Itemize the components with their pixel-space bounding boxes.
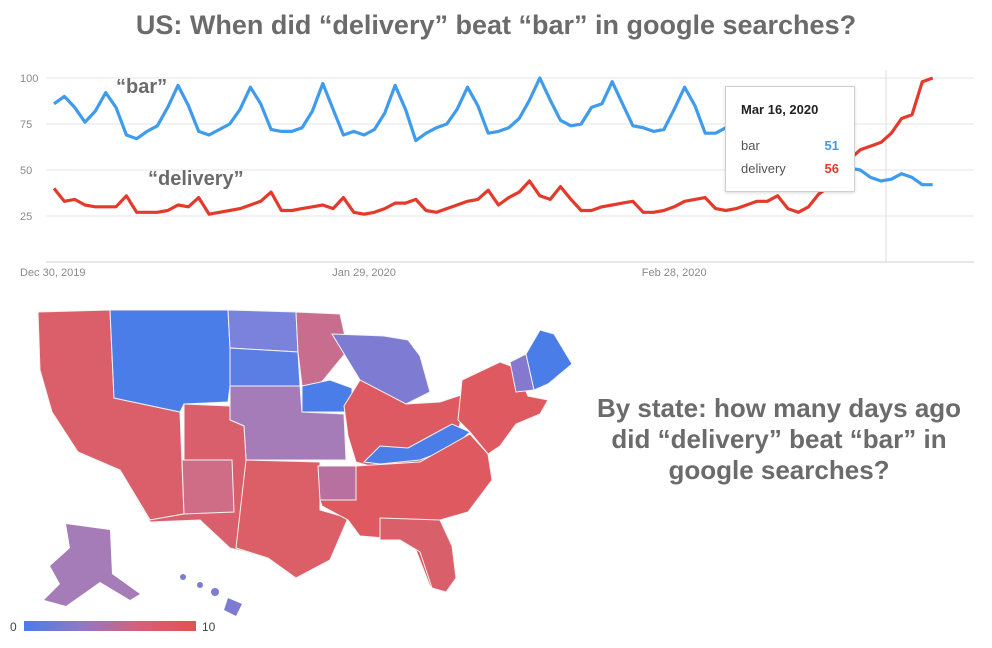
tooltip-bar-value: 51	[824, 138, 839, 153]
color-scale-min: 0	[10, 620, 17, 634]
tooltip-delivery-value: 56	[824, 161, 839, 176]
y-tick-label: 100	[20, 73, 38, 85]
map-region-alaska	[44, 524, 140, 606]
map-region-hawaii-3	[211, 588, 219, 596]
x-axis-ticks: Dec 30, 2019 Jan 29, 2020 Feb 28, 2020	[20, 267, 707, 279]
map-region-new-mexico	[181, 459, 235, 515]
map-alaska	[44, 524, 140, 606]
map-region-arkansas	[317, 465, 357, 501]
map-region-maine	[525, 329, 573, 391]
y-axis-ticks: 25 50 75 100	[20, 73, 38, 223]
map-hawaii	[180, 574, 242, 616]
chart-title: US: When did “delivery” beat “bar” in go…	[135, 10, 857, 40]
x-tick-label: Jan 29, 2020	[332, 267, 396, 279]
map-region-kentucky	[362, 423, 471, 465]
x-tick-label: Dec 30, 2019	[20, 267, 85, 279]
series-label-delivery: “delivery”	[148, 168, 244, 190]
map-region-hawaii-2	[197, 582, 203, 588]
chart-tooltip: Mar 16, 2020 bar 51 delivery 56	[725, 86, 855, 192]
map-region-hawaii-big-island	[224, 598, 242, 616]
tooltip-delivery-name: delivery	[741, 161, 786, 176]
color-scale-max: 10	[202, 620, 216, 634]
y-tick-label: 50	[20, 165, 32, 177]
series-label-bar: “bar”	[116, 76, 167, 98]
tooltip-date: Mar 16, 2020	[741, 102, 819, 117]
map-lower48	[37, 309, 573, 593]
map-region-south-dakota	[229, 347, 301, 387]
y-tick-label: 25	[20, 211, 32, 223]
map-region-minnesota-iowa	[295, 311, 349, 387]
series-line-delivery	[52, 76, 934, 216]
y-tick-label: 75	[20, 119, 32, 131]
map-question: By state: how many days ago did “deliver…	[596, 393, 962, 485]
tooltip-bar-name: bar	[741, 138, 760, 153]
x-tick-label: Feb 28, 2020	[642, 267, 707, 279]
map-region-hawaii-1	[180, 574, 186, 580]
map-region-florida	[379, 517, 457, 593]
color-scale-bar	[24, 621, 196, 631]
map-region-dakotas	[227, 309, 299, 353]
